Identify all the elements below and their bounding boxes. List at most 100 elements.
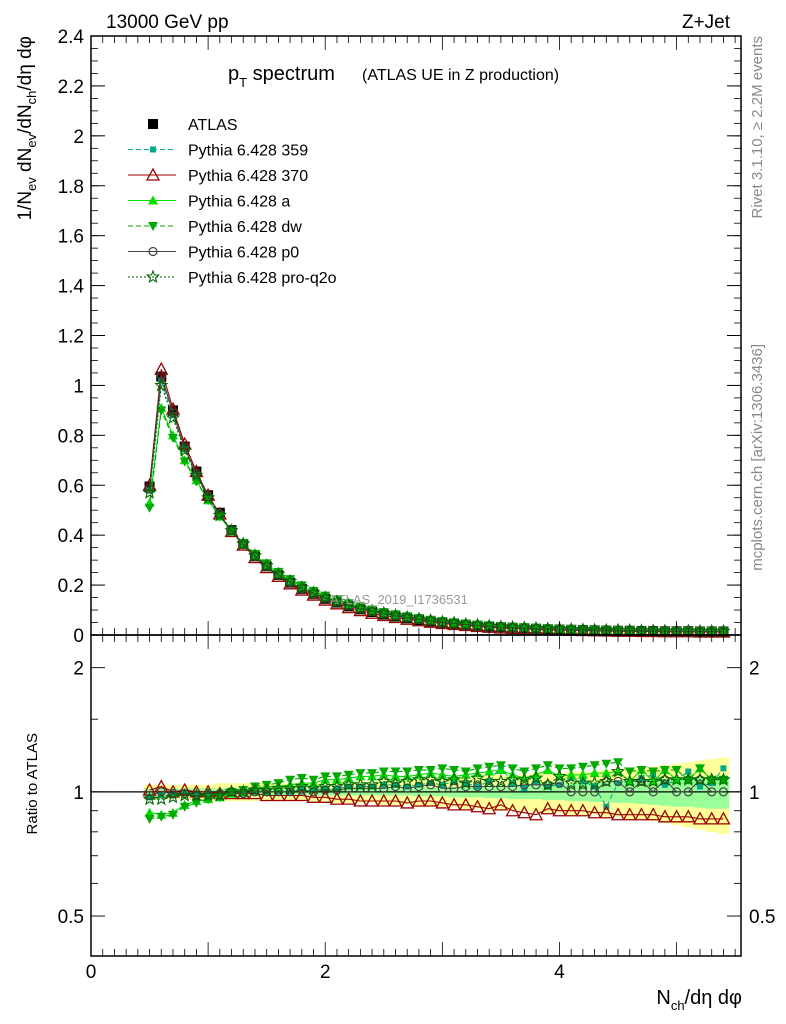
legend-entry-pythia-6-428-370: Pythia 6.428 370 (128, 167, 308, 185)
ratio-point-pythia-6-428-p0 (625, 787, 635, 797)
ratio-point-pythia-6-428-pro-q2o (165, 789, 181, 804)
main-point-pythia-6-428-p0 (367, 606, 377, 617)
ratio-point-pythia-6-428-pro-q2o (318, 779, 333, 793)
main-point-pythia-6-428-pro-q2o (247, 548, 263, 562)
energy-label: 13000 GeV pp (106, 12, 229, 33)
ratio-point-pythia-6-428-pro-q2o (142, 791, 157, 806)
ratio-point-pythia-6-428-dw (484, 762, 495, 772)
ratio-point-pythia-6-428-p0 (461, 781, 471, 792)
legend-label-pythia-6-428-p0: Pythia 6.428 p0 (188, 245, 299, 262)
ratio-point-pythia-6-428-dw (659, 765, 670, 775)
ratio-point-pythia-6-428-pro-q2o (552, 768, 567, 783)
ratio-point-pythia-6-428-p0 (472, 781, 483, 792)
ratio-point-pythia-6-428-p0 (613, 776, 623, 787)
ratio-point-pythia-6-428-p0 (168, 789, 178, 799)
ratio-point-pythia-6-428-dw (636, 765, 647, 775)
main-point-pythia-6-428-p0 (297, 583, 307, 594)
main-ytick-label: 2.2 (58, 77, 84, 98)
legend-marker-pythia-6-428-a (148, 195, 158, 205)
ratio-point-pythia-6-428-dw (460, 767, 471, 777)
ratio-point-pythia-6-428-pro-q2o (657, 772, 673, 786)
ratio-point-pythia-6-428-p0 (707, 787, 717, 797)
ratio-point-pythia-6-428-dw (390, 767, 401, 777)
legend-marker-pythia-6-428-370 (145, 167, 161, 181)
legend: ATLAS Pythia 6.428 359 Pythia 6.428 370 Pyt… (128, 117, 337, 287)
ratio-point-pythia-6-428-370 (646, 807, 661, 821)
ratio-point-pythia-6-428-pro-q2o (411, 772, 427, 786)
legend-label-pythia-6-428-dw: Pythia 6.428 dw (188, 219, 302, 236)
ratio-point-pythia-6-428-370 (493, 797, 509, 811)
ratio-point-pythia-6-428-370 (517, 805, 532, 819)
ratio-point-pythia-6-428-370 (704, 811, 719, 825)
main-point-pythia-6-428-p0 (308, 589, 319, 599)
main-ytick-label: 1.8 (58, 177, 84, 198)
ratio-point-pythia-6-428-370 (669, 809, 684, 823)
ratio-point-pythia-6-428-a (601, 768, 612, 778)
ratio-point-pythia-6-428-pro-q2o (575, 775, 591, 790)
ratio-point-pythia-6-428-p0 (671, 787, 682, 797)
ratio-panel: 0 2 4 0.5 0.5 1 1 2 2 (58, 634, 775, 983)
ratio-point-pythia-6-428-p0 (578, 787, 588, 797)
plot-title-subscript: T (239, 75, 247, 90)
ratio-point-pythia-6-428-pro-q2o (482, 773, 497, 788)
main-ytick-label: 1 (73, 376, 84, 397)
ratio-point-pythia-6-428-370 (364, 793, 380, 807)
main-point-pythia-6-428-p0 (285, 577, 295, 587)
ratio-point-pythia-6-428-dw (191, 798, 202, 808)
ratio-point-pythia-6-428-dw (156, 812, 167, 822)
main-point-pythia-6-428-dw (343, 599, 354, 609)
ratio-point-pythia-6-428-p0 (262, 787, 272, 797)
ratio-point-pythia-6-428-370 (294, 788, 309, 802)
main-point-pythia-6-428-dw (273, 567, 284, 577)
ratio-point-pythia-6-428-370 (564, 803, 579, 817)
legend-label-pythia-6-428-pro-q2o: Pythia 6.428 pro-q2o (188, 270, 337, 287)
ratio-point-pythia-6-428-pro-q2o (306, 780, 321, 795)
ratio-point-pythia-6-428-pro-q2o (564, 775, 579, 790)
main-ytick-label: 1.4 (58, 277, 85, 298)
ratio-point-pythia-6-428-pro-q2o (224, 784, 239, 798)
ratio-point-pythia-6-428-pro-q2o (212, 788, 227, 802)
main-point-pythia-6-428-dw (308, 586, 319, 596)
ratio-point-pythia-6-428-359 (345, 783, 352, 790)
ratio-point-pythia-6-428-dw (507, 764, 518, 774)
ratio-point-pythia-6-428-dw (238, 786, 249, 796)
main-point-pythia-6-428-pro-q2o (388, 607, 403, 622)
main-point-pythia-6-428-p0 (332, 597, 342, 607)
main-point-pythia-6-428-pro-q2o (212, 507, 227, 522)
stat-band-bin (705, 776, 718, 809)
ratio-point-pythia-6-428-359 (661, 781, 668, 788)
ratio-point-pythia-6-428-pro-q2o (692, 772, 708, 786)
main-point-pythia-6-428-pro-q2o (306, 585, 321, 599)
ratio-point-pythia-6-428-370 (681, 809, 696, 823)
ratio-series-pythia-6-428-p0 (144, 775, 729, 801)
ratio-point-pythia-6-428-359 (404, 783, 411, 790)
ratio-point-pythia-6-428-370 (528, 807, 544, 821)
ratio-point-pythia-6-428-359 (369, 783, 376, 790)
ratio-point-pythia-6-428-pro-q2o (446, 772, 462, 786)
ratio-point-pythia-6-428-pro-q2o (400, 773, 415, 788)
main-ytick-label: 0 (73, 626, 84, 647)
main-ytick-label: 0.4 (58, 526, 85, 547)
ratio-point-pythia-6-428-pro-q2o (458, 775, 473, 790)
ratio-point-pythia-6-428-dw (472, 764, 483, 774)
stat-band-bin (694, 777, 706, 808)
ratio-point-pythia-6-428-370 (329, 791, 345, 805)
ratio-point-pythia-6-428-a (566, 769, 577, 779)
ratio-point-pythia-6-428-pro-q2o (329, 779, 345, 793)
legend-entry-atlas: ATLAS (148, 117, 238, 134)
ratio-point-pythia-6-428-359 (415, 781, 422, 788)
ratio-frame (90, 634, 742, 957)
main-point-pythia-6-428-370 (154, 361, 169, 375)
ratio-point-pythia-6-428-dw (695, 764, 706, 774)
ratio-point-pythia-6-428-370 (575, 803, 590, 817)
ratio-point-pythia-6-428-359 (322, 785, 329, 792)
ratio-point-pythia-6-428-370 (692, 811, 708, 825)
ratio-ylabel: Ratio to ATLAS (24, 733, 41, 834)
ratio-point-pythia-6-428-359 (392, 781, 399, 788)
ratio-point-pythia-6-428-370 (400, 795, 415, 809)
main-point-pythia-6-428-dw (261, 559, 272, 569)
ratio-point-pythia-6-428-p0 (156, 787, 166, 797)
main-point-pythia-6-428-pro-q2o (353, 600, 368, 615)
main-ytick-label: 2 (73, 127, 84, 148)
